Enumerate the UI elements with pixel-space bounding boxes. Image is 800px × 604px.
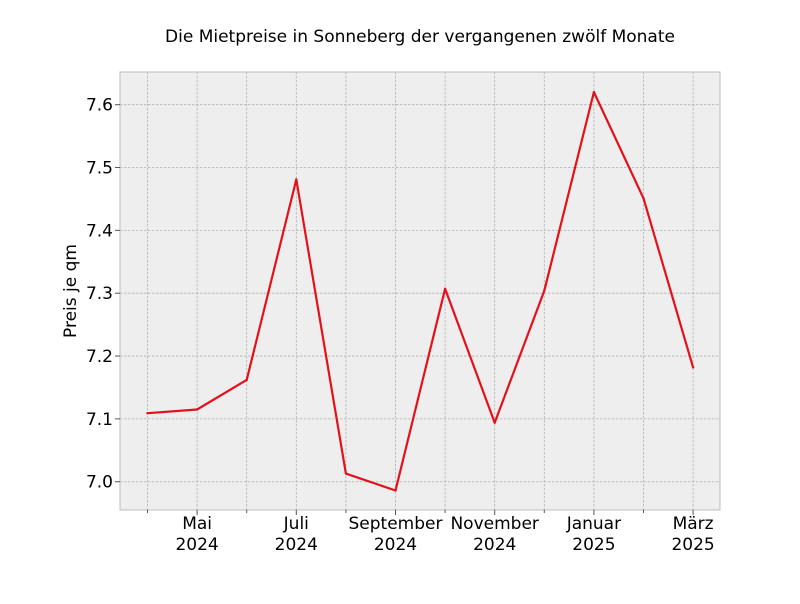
plot-area [120, 72, 720, 510]
y-axis-label: Preis je qm [61, 244, 81, 338]
data-point [195, 408, 199, 411]
y-tick-label: 7.2 [86, 347, 113, 367]
data-point [691, 366, 695, 369]
x-tick-label-year: 2024 [473, 535, 516, 555]
x-tick-label-year: 2024 [374, 535, 417, 555]
x-tick-label-year: 2024 [175, 535, 218, 555]
series-line [146, 90, 695, 492]
data-point [443, 287, 447, 291]
data-point [642, 197, 645, 200]
x-tick-label-month: Juli [283, 514, 309, 534]
x-tick-label-month: September [349, 514, 443, 534]
data-point [344, 472, 348, 475]
y-tick-label: 7.4 [86, 221, 113, 241]
y-tick-label: 7.5 [86, 159, 113, 179]
x-tick-label-month: Januar [566, 514, 621, 534]
y-tick-label: 7.3 [86, 284, 113, 304]
chart-title: Die Mietpreise in Sonneberg der vergange… [165, 27, 675, 47]
data-point [295, 178, 298, 181]
data-point [543, 289, 546, 292]
x-tick-label-year: 2025 [671, 535, 714, 555]
plot-frame [119, 71, 721, 511]
x-tick-label-year: 2024 [275, 535, 318, 555]
x-tick-label-month: November [450, 514, 538, 534]
y-tick-label: 7.1 [86, 410, 113, 430]
y-tick-label: 7.0 [86, 473, 113, 493]
x-tick-label-month: Mai [182, 514, 212, 534]
data-point [146, 412, 149, 415]
data-point [394, 489, 397, 492]
x-tick-label-month: März [673, 514, 714, 534]
y-tick-label: 7.6 [86, 96, 113, 116]
data-point [493, 421, 496, 424]
x-tick-label-year: 2025 [572, 535, 615, 555]
data-point [592, 90, 596, 94]
data-point [245, 378, 248, 382]
